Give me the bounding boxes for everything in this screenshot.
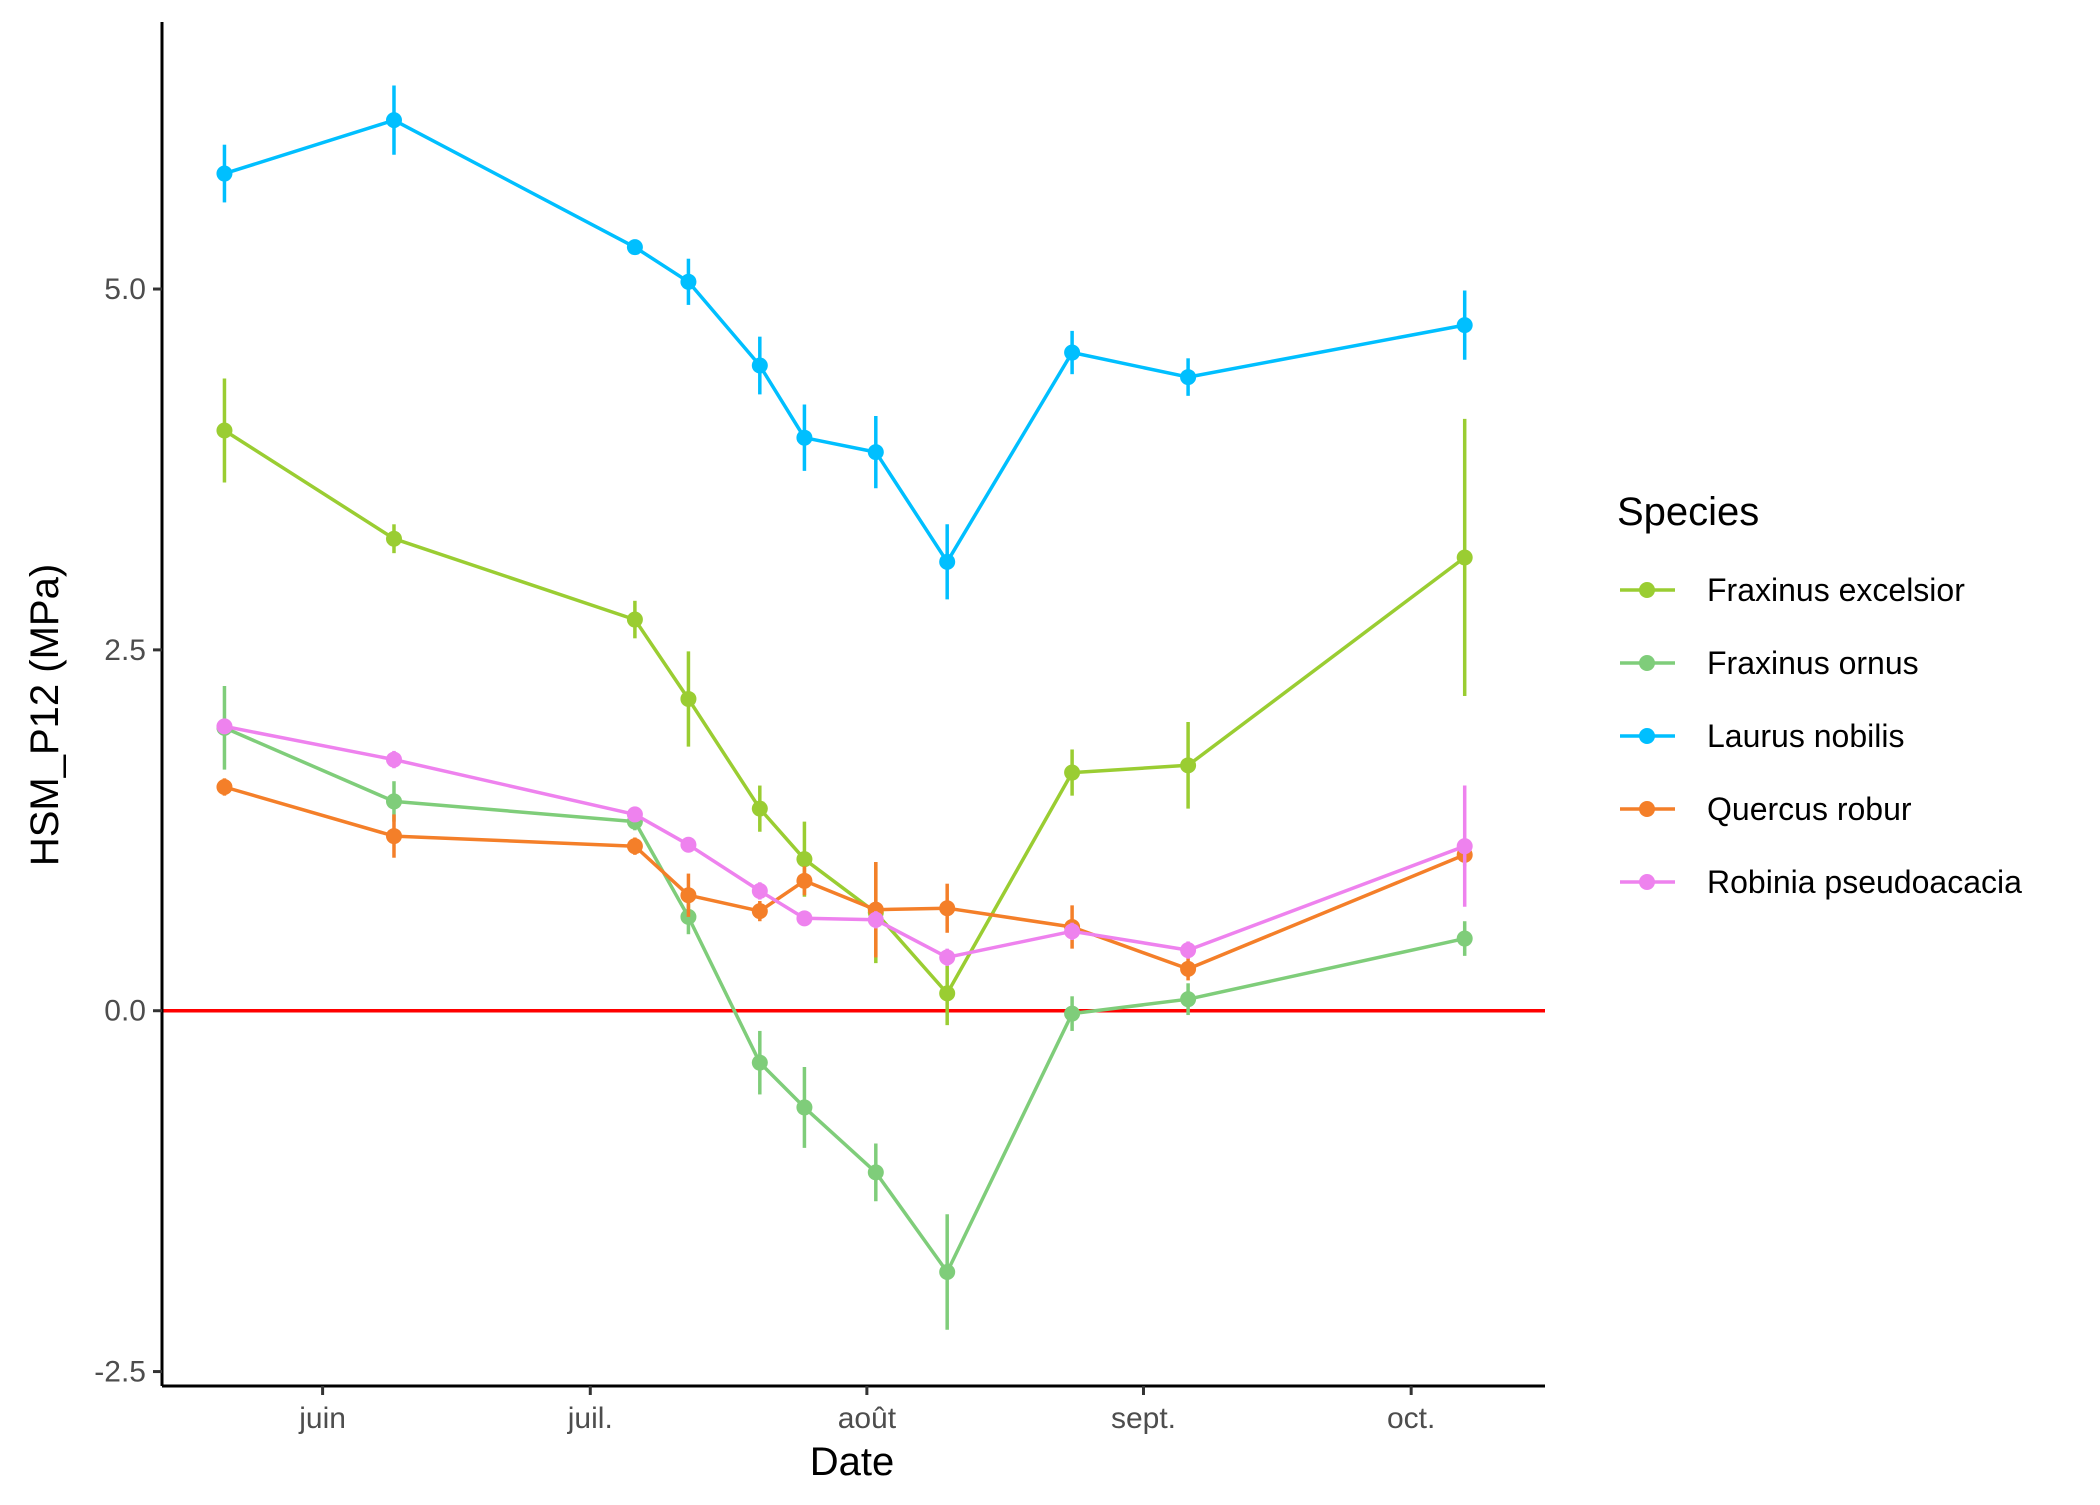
data-point xyxy=(216,422,233,439)
legend-title: Species xyxy=(1617,490,1759,534)
y-tick-label: 0.0 xyxy=(104,995,146,1028)
legend-label: Quercus robur xyxy=(1707,791,1912,827)
data-point xyxy=(1180,942,1197,959)
data-point xyxy=(1456,930,1473,947)
data-point xyxy=(1180,960,1197,977)
series-line xyxy=(224,724,1466,960)
plot-area xyxy=(162,85,1545,1330)
data-point xyxy=(1064,1005,1081,1022)
data-point xyxy=(867,1164,884,1181)
data-point xyxy=(939,949,956,966)
series-line xyxy=(223,118,1466,564)
x-tick-label: juin xyxy=(298,1402,346,1435)
data-point xyxy=(751,903,768,920)
series-quercus-robur xyxy=(216,778,1473,981)
x-tick-label: sept. xyxy=(1111,1402,1176,1435)
y-tick-label: 2.5 xyxy=(104,634,146,667)
legend-key-point xyxy=(1639,582,1655,598)
data-point xyxy=(939,985,956,1002)
x-tick-label: oct. xyxy=(1387,1402,1435,1435)
data-point xyxy=(939,900,956,917)
data-point xyxy=(751,882,768,899)
data-point xyxy=(1456,317,1473,334)
data-point xyxy=(680,887,697,904)
data-point xyxy=(751,357,768,374)
data-point xyxy=(216,778,233,795)
legend-item: Fraxinus ornus xyxy=(1620,645,1919,681)
series-robinia-pseudoacacia xyxy=(216,718,1473,966)
legend-key-point xyxy=(1639,801,1655,817)
data-point xyxy=(385,793,402,810)
x-tick-label: juil. xyxy=(567,1402,613,1435)
series-line xyxy=(223,429,1466,996)
series-line xyxy=(223,726,1466,1274)
data-point xyxy=(385,530,402,547)
x-tick-label: août xyxy=(838,1402,897,1435)
data-point xyxy=(867,444,884,461)
x-axis-title: Date xyxy=(810,1440,895,1484)
legend-label: Laurus nobilis xyxy=(1707,718,1904,754)
legend: Species Fraxinus excelsior Fraxinus ornus… xyxy=(1617,490,2022,900)
legend-key-point xyxy=(1639,655,1655,671)
legend-key-point xyxy=(1639,728,1655,744)
data-point xyxy=(626,838,643,855)
data-point xyxy=(626,239,643,256)
data-point xyxy=(385,828,402,845)
legend-item: Robinia pseudoacacia xyxy=(1620,864,2022,900)
data-point xyxy=(216,718,233,735)
legend-item: Fraxinus excelsior xyxy=(1620,572,1965,608)
y-tick-label: 5.0 xyxy=(104,273,146,306)
data-point xyxy=(939,553,956,570)
series-line xyxy=(224,785,1466,971)
data-point xyxy=(626,611,643,628)
data-point xyxy=(1180,757,1197,774)
data-point xyxy=(680,836,697,853)
data-point xyxy=(216,165,233,182)
legend-key-point xyxy=(1639,874,1655,890)
data-point xyxy=(1180,991,1197,1008)
legend-label: Fraxinus excelsior xyxy=(1707,572,1965,608)
data-point xyxy=(939,1263,956,1280)
legend-item: Laurus nobilis xyxy=(1620,718,1904,754)
data-point xyxy=(796,429,813,446)
data-point xyxy=(867,911,884,928)
series-fraxinus-ornus xyxy=(216,685,1473,1330)
data-point xyxy=(796,1099,813,1116)
legend-items: Fraxinus excelsior Fraxinus ornus Laurus n… xyxy=(1620,572,2022,900)
y-axis-title: HSM_P12 (MPa) xyxy=(23,564,67,866)
data-point xyxy=(385,751,402,768)
data-point xyxy=(751,1054,768,1071)
data-point xyxy=(796,910,813,927)
data-point xyxy=(1456,549,1473,566)
data-point xyxy=(1064,764,1081,781)
data-point xyxy=(1064,923,1081,940)
legend-label: Fraxinus ornus xyxy=(1707,645,1919,681)
data-point xyxy=(680,273,697,290)
data-point xyxy=(1456,838,1473,855)
data-point xyxy=(751,800,768,817)
legend-label: Robinia pseudoacacia xyxy=(1707,864,2022,900)
data-point xyxy=(680,690,697,707)
data-point xyxy=(626,806,643,823)
y-tick-label: -2.5 xyxy=(94,1356,146,1389)
data-point xyxy=(1180,369,1197,386)
axes: -2.5 0.0 2.5 5.0 juin juil. août sept. oct. xyxy=(94,22,1545,1435)
data-point xyxy=(385,112,402,129)
data-point xyxy=(796,851,813,868)
series-laurus-nobilis xyxy=(216,85,1473,600)
data-point xyxy=(796,872,813,889)
legend-item: Quercus robur xyxy=(1620,791,1912,827)
data-point xyxy=(1064,344,1081,361)
